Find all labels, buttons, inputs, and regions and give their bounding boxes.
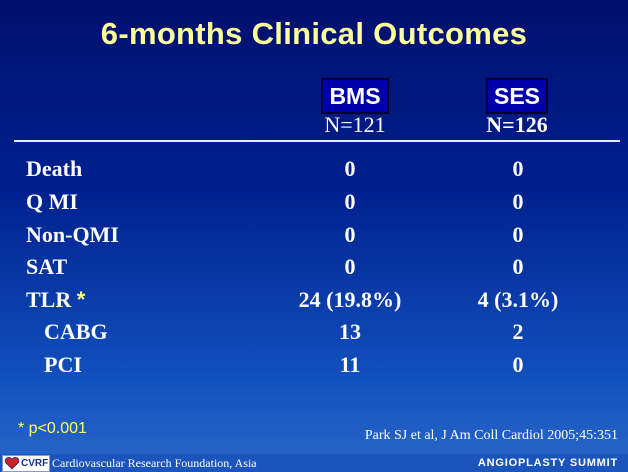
row-label-group: TLR * — [26, 284, 85, 316]
table-row-death: Death 0 0 — [0, 153, 628, 185]
citation: Park SJ et al, J Am Coll Cardiol 2005;45… — [364, 428, 618, 443]
row-label: Non-QMI — [26, 222, 119, 247]
bms-value: 24 (19.8%) — [298, 287, 402, 312]
ses-badge: SES — [485, 78, 549, 114]
column-header-ses: SES N=126 — [462, 78, 572, 136]
ses-value: 0 — [512, 222, 524, 247]
table-row-cabg: CABG 13 2 — [0, 316, 628, 348]
organization-name: Cardiovascular Research Foundation, Asia — [52, 456, 257, 470]
ses-value: 0 — [512, 156, 524, 181]
bms-value: 0 — [344, 254, 356, 279]
table-row-pci: PCI 11 0 — [0, 349, 628, 381]
footnote: * p<0.001 — [18, 420, 87, 437]
table-row-tlr: TLR * 24 (19.8%) 4 (3.1%) — [0, 284, 628, 316]
column-header-bms: BMS N=121 — [300, 78, 410, 136]
table-row-non-qmi: Non-QMI 0 0 — [0, 219, 628, 251]
header-divider — [14, 140, 620, 142]
slide-title: 6-months Clinical Outcomes — [100, 16, 528, 51]
heart-icon — [4, 457, 20, 470]
bms-value: 0 — [344, 156, 356, 181]
ses-value: 2 — [512, 319, 524, 344]
row-label: CABG — [44, 319, 108, 344]
bms-value: 0 — [344, 222, 356, 247]
bms-value: 0 — [344, 189, 356, 214]
ses-n: N=126 — [486, 112, 548, 137]
ses-value: 0 — [512, 352, 524, 377]
footer-bar: CVRF Cardiovascular Research Foundation,… — [0, 454, 628, 472]
cvrf-logo: CVRF — [2, 455, 50, 472]
row-label: Q MI — [26, 189, 78, 214]
event-name: ANGIOPLASTY SUMMIT — [477, 457, 618, 469]
table-row-sat: SAT 0 0 — [0, 251, 628, 283]
bms-n: N=121 — [324, 112, 386, 137]
ses-value: 0 — [512, 189, 524, 214]
ses-value: 0 — [512, 254, 524, 279]
ses-value: 4 (3.1%) — [477, 287, 559, 312]
row-label: Death — [26, 156, 83, 181]
row-label: SAT — [26, 254, 68, 279]
bms-value: 13 — [339, 319, 361, 344]
row-label: TLR — [26, 287, 72, 312]
significance-marker: * — [76, 287, 86, 312]
row-label: PCI — [44, 352, 82, 377]
bms-value: 11 — [339, 352, 361, 377]
bms-badge: BMS — [321, 78, 389, 114]
table-row-qmi: Q MI 0 0 — [0, 186, 628, 218]
logo-text: CVRF — [21, 458, 49, 469]
